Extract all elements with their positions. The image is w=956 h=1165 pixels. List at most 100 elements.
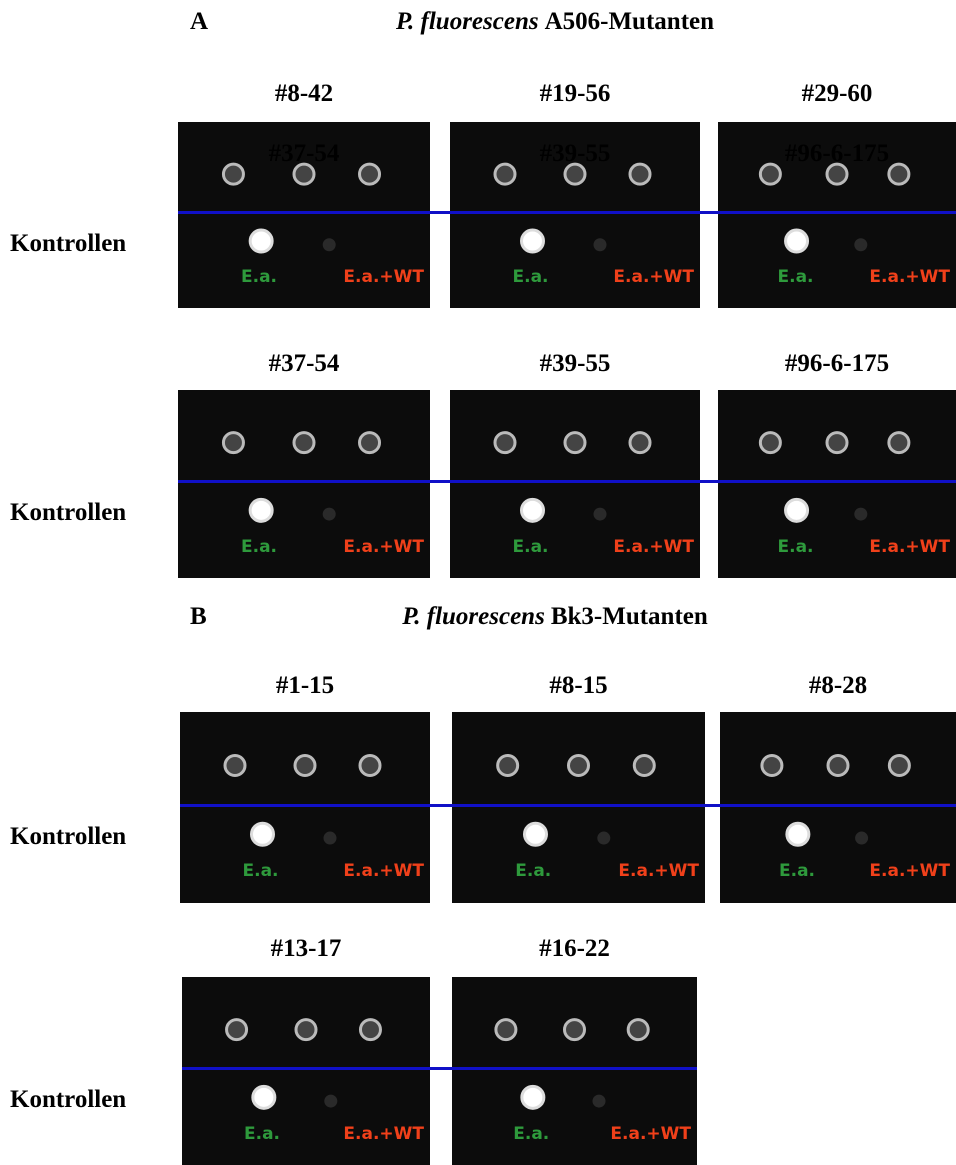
panel-label: #29-60 [802, 80, 873, 108]
title-rest: Bk3-Mutanten [551, 603, 708, 630]
plate-image: E.a. E.a.+WT [452, 712, 705, 903]
control-label: E.a. [779, 861, 815, 881]
colony-spot [325, 833, 335, 843]
colony-spot [856, 509, 866, 519]
section-letter: A [190, 8, 208, 36]
colony-spot [828, 755, 848, 775]
panel-label: #39-55 [540, 350, 611, 378]
colony-spot [253, 1086, 275, 1108]
colony-spot [760, 164, 780, 184]
colony-spot [760, 433, 780, 453]
panel-label: #8-42 [275, 80, 333, 108]
colony-spot [223, 433, 243, 453]
colony-spot [324, 509, 334, 519]
overlay-label: #96-6-175 [785, 140, 889, 168]
plate-image: E.a. E.a.+WT [180, 712, 430, 903]
colony-spot [857, 833, 867, 843]
colony-spot [522, 230, 544, 252]
colony-spot [762, 755, 782, 775]
plate-image: E.a. E.a.+WT [450, 390, 700, 578]
title-italic: P. fluorescens [396, 8, 539, 35]
panel-label: #37-54 [269, 350, 340, 378]
panel-label: #96-6-175 [785, 350, 889, 378]
control-label: E.a.+WT [869, 861, 950, 881]
plate-image: E.a. E.a.+WT [720, 712, 956, 903]
control-label: E.a. [513, 537, 549, 557]
panel-label: #8-28 [809, 672, 867, 700]
colony-spot [628, 1020, 648, 1040]
plate-image: E.a.E.a.+WT [178, 390, 430, 578]
overlay-label: #39-55 [540, 140, 611, 168]
panel-label: #8-15 [549, 672, 607, 700]
colony-spot [594, 1096, 604, 1106]
colony-spot [360, 1020, 380, 1040]
colony-spot [498, 755, 518, 775]
control-label: E.a.+WT [613, 267, 694, 287]
control-label: E.a.+WT [613, 537, 694, 557]
control-label: E.a. [513, 267, 549, 287]
row-label: Kontrollen [10, 823, 126, 851]
colony-spot [360, 755, 380, 775]
row-label: Kontrollen [10, 230, 126, 258]
control-label: E.a. [778, 267, 814, 287]
panel-label: #16-22 [539, 935, 610, 963]
colony-spot [827, 433, 847, 453]
control-label: E.a.+WT [343, 861, 424, 881]
control-label: E.a.+WT [343, 267, 424, 287]
colony-spot [360, 433, 380, 453]
overlay-label: #37-54 [269, 140, 340, 168]
control-label: E.a.+WT [869, 267, 950, 287]
control-label: E.a. [778, 537, 814, 557]
control-label: E.a. [513, 1124, 549, 1144]
plate-image: E.a. E.a.+WT [718, 390, 956, 578]
divider-line [180, 804, 956, 807]
colony-spot [787, 823, 809, 845]
colony-spot [522, 499, 544, 521]
panel-label: #13-17 [271, 935, 342, 963]
colony-spot [294, 433, 314, 453]
colony-spot [296, 1020, 316, 1040]
colony-spot [889, 755, 909, 775]
colony-spot [250, 499, 272, 521]
colony-spot [599, 833, 609, 843]
colony-spot [889, 433, 909, 453]
colony-spot [524, 823, 546, 845]
figure: A P. fluorescensA506-Mutanten Kontrollen #8… [0, 0, 956, 1165]
colony-spot [326, 1096, 336, 1106]
control-label: E.a.+WT [618, 861, 699, 881]
control-label: E.a. [241, 267, 277, 287]
colony-spot [225, 755, 245, 775]
control-label: E.a. [515, 861, 551, 881]
panel-label: #19-56 [540, 80, 611, 108]
colony-spot [630, 433, 650, 453]
divider-line [182, 1067, 697, 1070]
colony-spot [889, 164, 909, 184]
colony-spot [522, 1086, 544, 1108]
colony-spot [495, 164, 515, 184]
colony-spot [786, 499, 808, 521]
colony-spot [223, 164, 243, 184]
colony-spot [565, 1020, 585, 1040]
colony-spot [786, 230, 808, 252]
control-label: E.a. [244, 1124, 280, 1144]
row-label: Kontrollen [10, 1086, 126, 1114]
colony-spot [495, 433, 515, 453]
control-label: E.a. [241, 537, 277, 557]
control-label: E.a.+WT [343, 1124, 424, 1144]
colony-spot [595, 509, 605, 519]
colony-spot [227, 1020, 247, 1040]
title-italic: P. fluorescens [402, 603, 545, 630]
colony-spot [360, 164, 380, 184]
row-label: Kontrollen [10, 499, 126, 527]
control-label: E.a. [243, 861, 279, 881]
plate-image: E.a. E.a.+WT [182, 977, 430, 1165]
control-label: E.a.+WT [869, 537, 950, 557]
colony-spot [634, 755, 654, 775]
colony-spot [630, 164, 650, 184]
colony-spot [252, 823, 274, 845]
section-letter: B [190, 603, 207, 631]
divider-line [178, 480, 956, 483]
colony-spot [324, 240, 334, 250]
